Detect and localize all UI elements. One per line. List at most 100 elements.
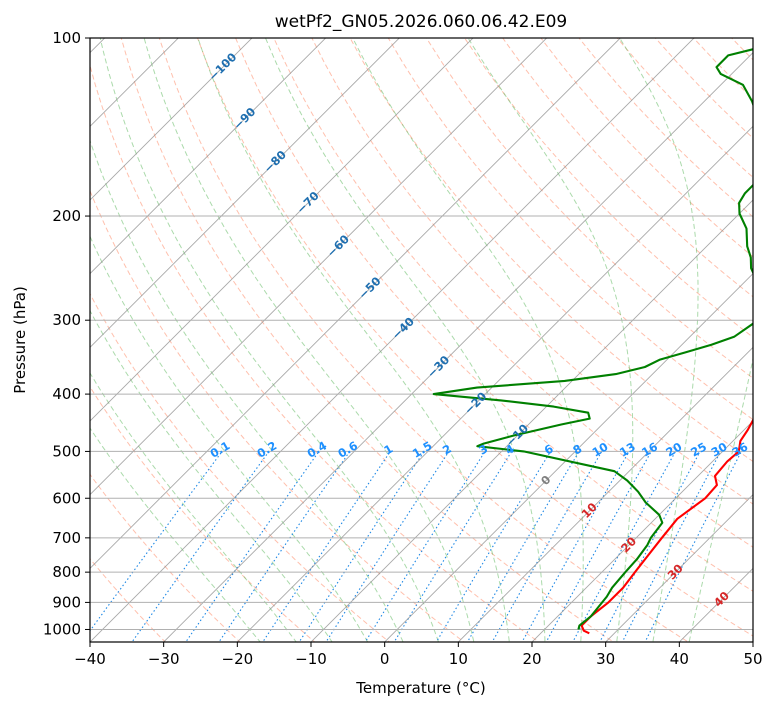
dry-adiabat-line: [90, 63, 540, 642]
isotherm-line: [90, 38, 179, 127]
dry-adiabat-line: [578, 38, 753, 218]
moist-adiabat-line: [90, 309, 333, 642]
y-tick-label: 600: [52, 489, 81, 507]
isotherm-line: [752, 641, 753, 642]
x-tick-label: −10: [295, 650, 327, 668]
isotherm-label: 20: [618, 534, 639, 555]
isotherm-label: −50: [356, 274, 384, 302]
dry-adiabat-line: [273, 38, 753, 548]
isotherm-label: −90: [230, 104, 258, 132]
x-tick-label: 10: [449, 650, 468, 668]
isotherm-label: −20: [461, 389, 489, 417]
axes: −40 −30 −20 −10 0 10 20 30 40 5010020030040050060…: [43, 29, 763, 668]
mixing-ratio-line: [262, 451, 391, 642]
x-tick-label: 20: [522, 650, 541, 668]
x-tick-label: 50: [743, 650, 762, 668]
moist-adiabat-line: [90, 235, 369, 642]
y-tick-label: 500: [52, 442, 81, 460]
plot-frame: [89, 37, 754, 643]
x-tick-label: 0: [380, 650, 390, 668]
profile-series: [432, 48, 753, 635]
isotherm-line: [457, 346, 753, 642]
background-lines: [0, 11, 775, 654]
y-tick-label: 1000: [43, 620, 81, 638]
dry-adiabat-line: [311, 38, 753, 505]
mixing-ratio-line: [364, 451, 486, 642]
mixing-ratio-label: 25: [688, 439, 709, 459]
x-tick-label: 30: [596, 650, 615, 668]
mixing-ratio-line: [298, 451, 425, 642]
isotherm-line: [90, 38, 400, 348]
isotherm-line: [605, 494, 753, 642]
isotherm-line: [0, 11, 58, 654]
dry-adiabat-line: [196, 38, 753, 637]
mixing-ratio-line: [521, 451, 630, 642]
mixing-ratio-line: [131, 451, 270, 642]
mixing-ratio-label: 36: [729, 439, 750, 459]
y-tick-label: 100: [52, 29, 81, 47]
isotherm-line: [310, 199, 753, 642]
moist-adiabat-line: [99, 38, 440, 642]
isotherm-label: −30: [424, 353, 452, 381]
dry-adiabat-line: [235, 38, 753, 592]
dry-adiabat-line: [654, 38, 753, 139]
mixing-ratio-line: [466, 451, 580, 642]
dry-adiabat-line: [464, 38, 753, 338]
moist-adiabat-line: [619, 38, 699, 642]
x-tick-label: −40: [74, 650, 106, 668]
dry-adiabat-line: [692, 38, 753, 100]
mixing-ratio-label: 1.5: [410, 438, 435, 460]
moist-adiabat-line: [90, 427, 261, 642]
temperature-profile-line: [580, 418, 753, 635]
dry-adiabat-line: [502, 38, 753, 298]
dewpoint-profile-line: [432, 48, 753, 630]
y-tick-label: 200: [52, 207, 81, 225]
isotherm-line: [531, 420, 753, 642]
mixing-ratio-line: [435, 451, 552, 642]
isotherm-line: [90, 38, 548, 496]
moist-adiabat-line: [352, 38, 584, 642]
moist-adiabat-line: [90, 139, 404, 642]
isotherm-label: 0: [538, 472, 554, 488]
x-tick-label: −30: [148, 650, 180, 668]
isotherm-line: [384, 273, 753, 642]
mixing-ratio-line: [644, 451, 742, 642]
isotherm-label: −100: [206, 50, 240, 84]
isotherm-line: [236, 125, 753, 642]
isotherm-label: 40: [711, 589, 732, 610]
dry-adiabat-line: [90, 189, 465, 642]
dry-adiabat-line: [90, 473, 241, 642]
dry-adiabat-line: [616, 38, 753, 179]
isotherm-label: −80: [261, 148, 289, 176]
mixing-ratio-line: [325, 451, 450, 642]
moist-adiabat-line: [688, 356, 753, 642]
dry-adiabat-line: [90, 385, 316, 642]
isotherm-label: 30: [665, 561, 686, 582]
mixing-ratio-label: 0.2: [255, 438, 280, 460]
mixing-ratio-label: 16: [639, 439, 660, 459]
y-axis-label: Pressure (hPa): [11, 286, 29, 394]
isotherm-line: [90, 38, 327, 275]
isotherm-line: [90, 38, 253, 201]
moist-adiabat-line: [143, 38, 475, 642]
dry-adiabat-line: [90, 292, 391, 642]
y-tick-label: 300: [52, 311, 81, 329]
moist-adiabat-line: [197, 38, 510, 642]
dry-adiabat-line: [744, 11, 775, 654]
moist-adiabat-line: [265, 38, 546, 642]
mixing-ratio-label: 0.4: [305, 438, 330, 460]
dry-adiabat-line: [120, 38, 615, 642]
y-tick-label: 700: [52, 529, 81, 547]
isotherm-line: [90, 38, 695, 642]
overlay-labels: −100−90−80−70−60−50−40−30−20−10010203040…: [206, 50, 751, 610]
mixing-ratio-label: 13: [617, 439, 638, 459]
dry-adiabat-line: [387, 38, 753, 421]
mixing-ratio-label: 0.1: [208, 438, 233, 460]
x-tick-label: −20: [222, 650, 254, 668]
mixing-ratio-label: 1: [381, 441, 395, 457]
mixing-ratio-label: 0.6: [335, 438, 360, 460]
mixing-ratio-label: 20: [663, 439, 684, 459]
mixing-ratio-label: 30: [709, 439, 730, 459]
mixing-ratio-line: [599, 451, 701, 642]
